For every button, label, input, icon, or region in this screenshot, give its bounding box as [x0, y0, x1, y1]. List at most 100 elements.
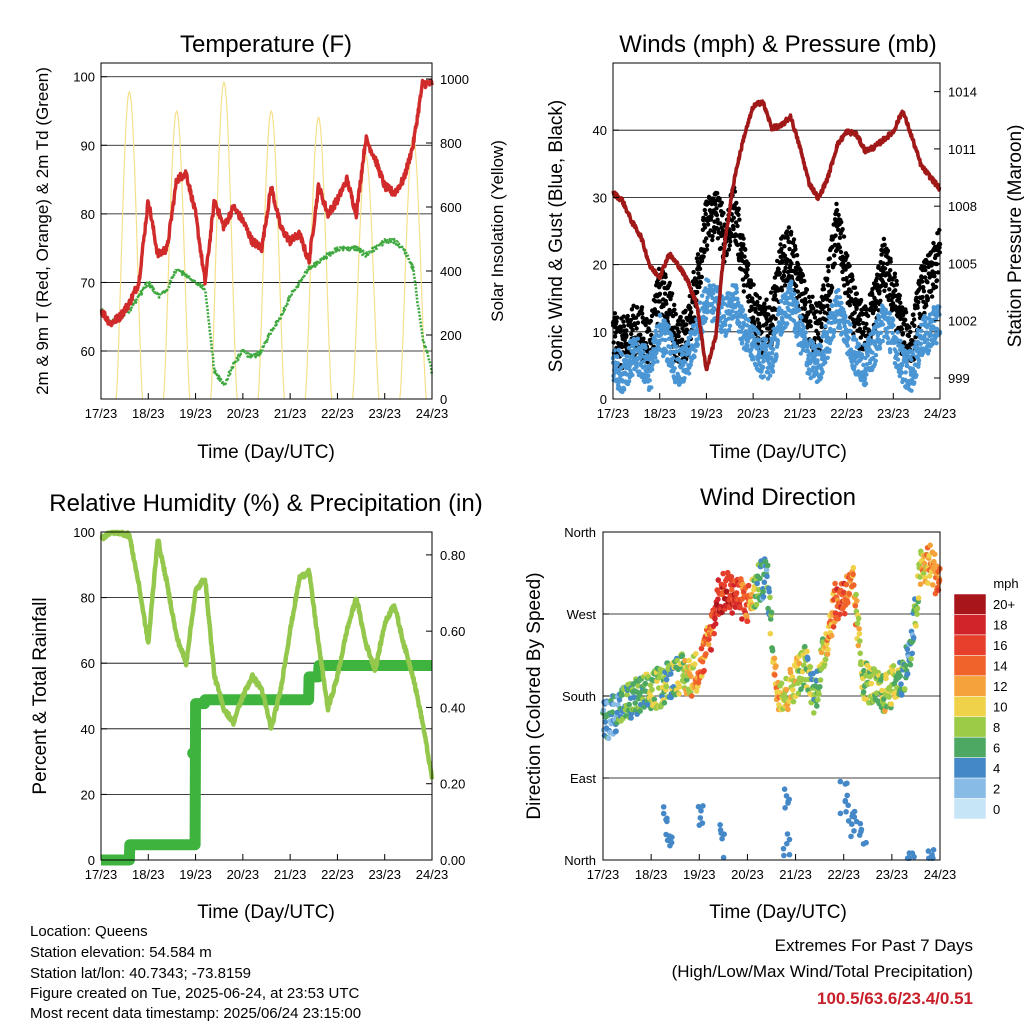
pressure-ytick-label: 1011 — [948, 142, 976, 157]
direction-point — [813, 677, 820, 684]
wind-point — [688, 362, 693, 368]
gust-point — [903, 317, 908, 323]
solar-insolation-curve — [304, 116, 333, 400]
direction-point — [661, 700, 668, 706]
gust-point — [818, 310, 823, 315]
direction-point — [925, 580, 931, 586]
direction-point — [767, 594, 773, 601]
wind-point — [837, 295, 843, 300]
gust-point — [629, 331, 634, 337]
info-recent: Most recent data timestamp: 2025/06/24 2… — [30, 1005, 361, 1022]
wind-point — [622, 387, 627, 392]
direction-point — [637, 708, 643, 714]
wind-point — [686, 371, 692, 376]
gust-point — [779, 246, 784, 252]
direction-point — [614, 709, 620, 716]
direction-point — [733, 590, 740, 596]
wind-point — [659, 330, 664, 335]
direction-point — [778, 680, 785, 687]
wind-point — [709, 301, 714, 307]
wind-point — [818, 375, 824, 380]
direction-point — [679, 652, 686, 659]
wind-point — [904, 362, 910, 368]
wind-point — [815, 358, 820, 363]
wind-point — [634, 342, 639, 347]
wind-point — [836, 287, 841, 293]
gust-point — [892, 274, 897, 280]
wind-point — [820, 369, 825, 375]
gust-point — [721, 210, 726, 216]
gust-point — [731, 226, 736, 232]
gust-point — [877, 288, 882, 294]
humidity-ytick-label: 0 — [88, 853, 95, 868]
wind-point — [730, 309, 735, 314]
gust-point — [850, 274, 855, 279]
wind-point — [805, 348, 811, 354]
direction-xtick-label: 23/23 — [876, 867, 909, 882]
wind-point — [719, 305, 724, 310]
pressure-ytick-label: 1014 — [948, 85, 977, 100]
gust-point — [791, 254, 796, 259]
gust-point — [735, 223, 740, 229]
wind-point — [887, 311, 892, 316]
station-pressure-line — [611, 99, 942, 372]
gust-point — [731, 215, 736, 220]
direction-point — [888, 701, 895, 707]
direction-point — [844, 780, 850, 787]
gust-point — [807, 299, 813, 304]
gust-point — [826, 269, 831, 274]
direction-point — [729, 610, 735, 616]
gust-point — [836, 227, 841, 232]
gust-point — [850, 277, 855, 282]
direction-point — [686, 657, 692, 664]
direction-point — [879, 687, 885, 694]
direction-point — [846, 591, 853, 597]
wind-point — [925, 337, 930, 342]
direction-point — [783, 686, 790, 693]
gust-point — [676, 329, 682, 335]
wind-point — [771, 347, 776, 352]
wind-point — [848, 328, 853, 334]
gust-point — [879, 283, 884, 288]
wind-point — [838, 325, 843, 330]
gust-point — [933, 284, 939, 290]
wind-point — [715, 285, 720, 290]
wind-point — [666, 324, 671, 330]
direction-point — [717, 822, 723, 828]
wind-point — [631, 350, 636, 356]
direction-point — [693, 688, 700, 694]
gust-point — [892, 271, 898, 276]
direction-point — [811, 710, 817, 716]
direction-point — [824, 651, 831, 657]
gust-point — [745, 273, 750, 278]
wind-point — [764, 337, 769, 342]
gust-point — [633, 315, 639, 320]
wind-point — [845, 343, 850, 348]
gust-point — [931, 240, 936, 246]
direction-point — [822, 656, 829, 663]
direction-point — [914, 605, 921, 612]
gust-point — [782, 253, 788, 258]
winds-ytick-label: 30 — [593, 190, 607, 205]
gust-point — [621, 319, 626, 324]
gust-point — [879, 252, 884, 257]
direction-point — [837, 778, 844, 785]
gust-point — [932, 274, 937, 279]
gust-point — [935, 231, 940, 236]
gust-point — [743, 247, 748, 252]
gust-point — [924, 303, 929, 308]
winds-xtick-label: 19/23 — [690, 406, 723, 421]
winds-xtick-label: 20/23 — [737, 406, 770, 421]
gust-point — [640, 311, 645, 316]
gust-point — [629, 307, 635, 312]
wind-point — [919, 328, 924, 333]
wind-point — [774, 354, 779, 359]
direction-point — [861, 667, 867, 674]
direction-point — [701, 667, 707, 674]
direction-point — [857, 650, 863, 657]
wind-point — [770, 363, 775, 368]
gust-point — [705, 222, 711, 227]
direction-point — [717, 827, 724, 833]
wind-point — [646, 373, 651, 378]
